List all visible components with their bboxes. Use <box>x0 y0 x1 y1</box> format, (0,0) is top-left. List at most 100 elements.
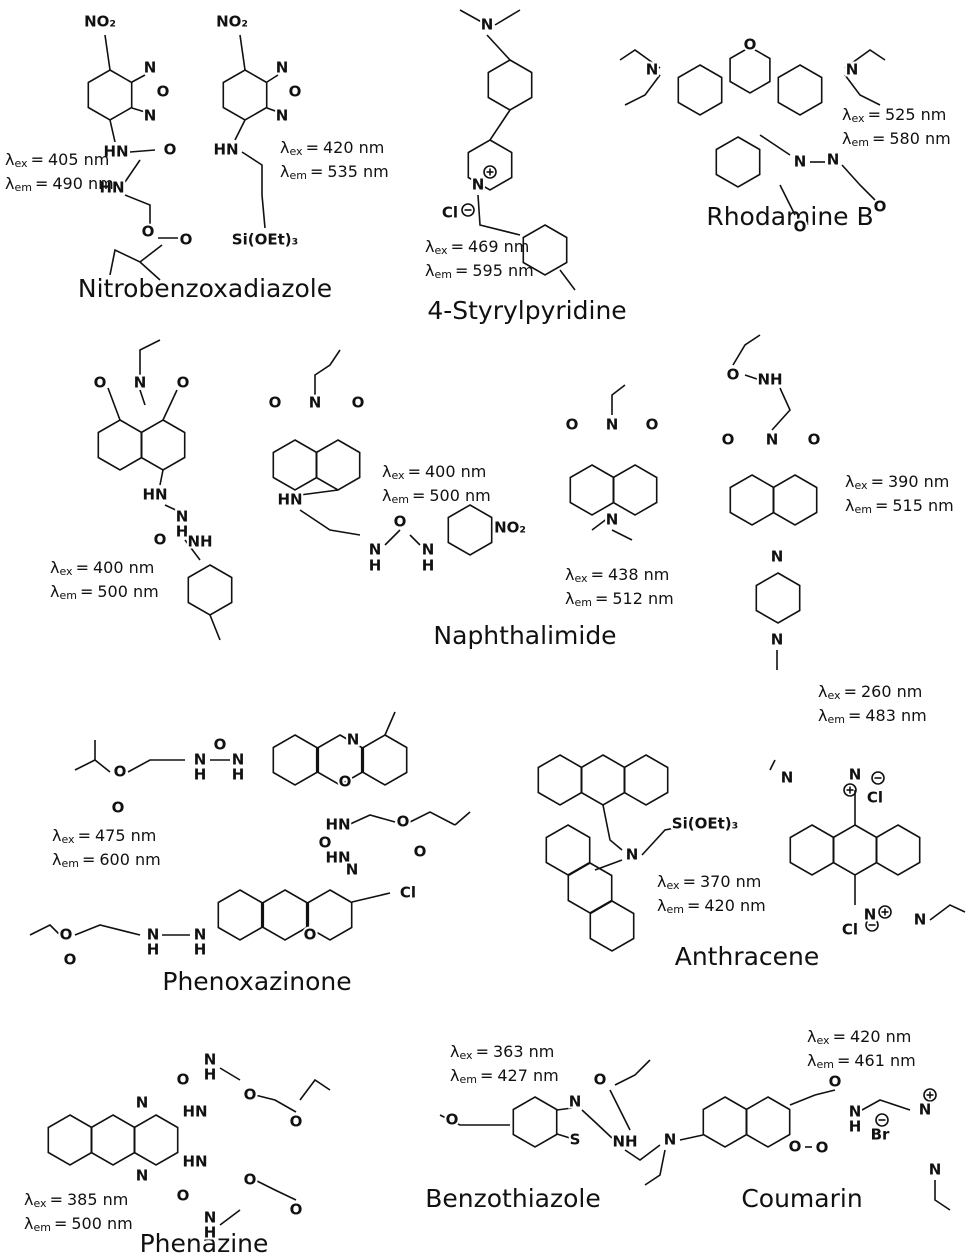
atom-label: O <box>64 951 77 969</box>
subscript: em <box>61 857 78 870</box>
bond <box>759 134 791 156</box>
value: 400 nm <box>93 558 154 577</box>
atom-label: O <box>142 223 155 241</box>
lambda: λ <box>382 462 391 481</box>
charge <box>865 918 879 932</box>
ring <box>47 1114 93 1166</box>
atom-label: O <box>114 763 127 781</box>
atom-label: O <box>154 531 167 549</box>
atom-label: O <box>446 1111 459 1129</box>
equals: = <box>306 138 319 157</box>
atom-label: O <box>290 1201 303 1219</box>
value: 427 nm <box>497 1066 558 1085</box>
bond <box>384 529 401 546</box>
value: 500 nm <box>429 486 490 505</box>
bond <box>139 339 161 375</box>
family-name: Benzothiazole <box>425 1184 600 1213</box>
lambda: λ <box>657 872 666 891</box>
bond <box>384 711 396 736</box>
bond <box>439 1114 510 1126</box>
ring <box>467 139 513 191</box>
atom-label: N <box>134 374 147 392</box>
bond <box>581 1109 613 1139</box>
wavelength-ex: λex = 370 nm <box>657 872 761 893</box>
atom-label: N <box>144 59 157 77</box>
subscript: em <box>851 136 868 149</box>
subscript: ex <box>854 479 868 492</box>
lambda: λ <box>565 589 574 608</box>
family-name: Coumarin <box>741 1184 862 1213</box>
atom-label: H <box>194 941 207 959</box>
atom-label: O <box>789 1138 802 1156</box>
value: 500 nm <box>97 582 158 601</box>
atom-label: N <box>864 906 877 924</box>
lambda: λ <box>657 896 666 915</box>
value: 490 nm <box>52 174 113 193</box>
subscript: em <box>574 596 591 609</box>
atom-label: N <box>194 751 207 769</box>
atom-label: N <box>606 416 619 434</box>
wavelength-em: λem = 420 nm <box>657 896 766 917</box>
lambda: λ <box>50 582 59 601</box>
value: 595 nm <box>472 261 533 280</box>
charge <box>875 1113 889 1127</box>
atom-label: N <box>827 151 840 169</box>
atom-label: N <box>204 1051 217 1069</box>
ring <box>97 419 143 471</box>
bond <box>861 1099 911 1111</box>
equals: = <box>408 462 421 481</box>
atom-label: O <box>177 1187 190 1205</box>
bond <box>841 164 876 201</box>
equals: = <box>595 589 608 608</box>
atom-label: N <box>606 511 619 529</box>
bond <box>219 1067 241 1081</box>
value: 400 nm <box>425 462 486 481</box>
subscript: em <box>854 503 871 516</box>
bond <box>184 539 201 561</box>
bond <box>477 194 521 236</box>
bond <box>844 74 881 106</box>
atom-label: N <box>309 394 322 412</box>
ring <box>315 439 361 491</box>
bond <box>347 814 396 826</box>
equals: = <box>76 558 89 577</box>
value: 461 nm <box>854 1051 915 1070</box>
ring <box>729 46 771 94</box>
ring <box>612 464 658 516</box>
atom-label: O <box>744 36 757 54</box>
atom-label: O <box>829 1073 842 1091</box>
family-name: 4-Styrylpyridine <box>427 296 626 325</box>
equals: = <box>31 150 44 169</box>
bond <box>219 1209 241 1226</box>
value: 475 nm <box>95 826 156 845</box>
lambda: λ <box>382 486 391 505</box>
subscript: ex <box>851 112 865 125</box>
bond <box>299 509 361 536</box>
atom-label: N <box>194 926 207 944</box>
bond <box>614 1059 651 1086</box>
bond <box>641 824 691 856</box>
atom-label: H <box>204 1224 217 1242</box>
lambda: λ <box>565 565 574 584</box>
atom-label: N <box>766 431 779 449</box>
bond <box>459 9 488 26</box>
atom-label: O <box>727 366 740 384</box>
atom-label: NH <box>187 533 212 551</box>
value: 260 nm <box>861 682 922 701</box>
subscript: ex <box>33 1197 47 1210</box>
wavelength-em: λem = 490 nm <box>5 174 114 195</box>
bond <box>611 384 626 415</box>
atom-label: N <box>846 61 859 79</box>
value: 420 nm <box>850 1027 911 1046</box>
atom-label: O <box>60 926 73 944</box>
atom-label: O <box>290 1113 303 1131</box>
lambda: λ <box>24 1190 33 1209</box>
subscript: em <box>666 903 683 916</box>
lambda: λ <box>280 138 289 157</box>
equals: = <box>455 261 468 280</box>
ring <box>522 224 568 276</box>
wavelength-ex: λex = 400 nm <box>382 462 486 483</box>
charge <box>461 203 475 217</box>
bond <box>454 811 471 826</box>
atom-label: O <box>269 394 282 412</box>
